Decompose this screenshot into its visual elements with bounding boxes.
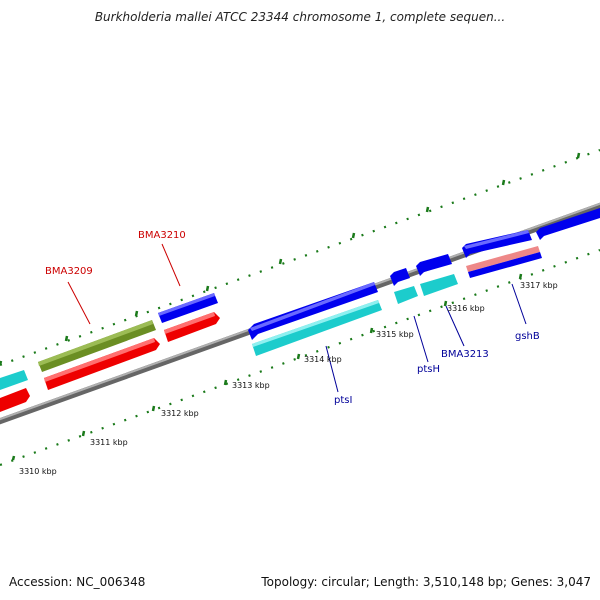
kbp-label: 3314 kbp (304, 355, 342, 364)
gene-label-ptsh[interactable]: ptsH (417, 364, 440, 375)
outer-major-ticks (0, 152, 581, 366)
ruler-labels: 3310 kbp 3311 kbp 3312 kbp 3313 kbp 3314… (19, 281, 558, 476)
gene-features (0, 208, 600, 412)
inner-major-ticks (11, 273, 523, 461)
gene-bma3213-upper[interactable] (416, 254, 452, 276)
gene-leader-lines (67, 243, 527, 393)
kbp-label: 3315 kbp (376, 330, 414, 339)
map-title: Burkholderia mallei ATCC 23344 chromosom… (94, 10, 506, 24)
topology-summary: Topology: circular; Length: 3,510,148 bp… (261, 575, 591, 589)
gene-gshb-upper[interactable] (462, 230, 532, 258)
gene-label-gshb[interactable]: gshB (515, 331, 540, 342)
kbp-label: 3311 kbp (90, 438, 128, 447)
kbp-label: 3313 kbp (232, 381, 270, 390)
kbp-label: 3316 kbp (447, 304, 485, 313)
gene-label-bma3210[interactable]: BMA3210 (138, 230, 186, 241)
gene-ptsi-upper[interactable] (248, 282, 378, 340)
gene-labels: BMA3209 BMA3210 ptsI ptsH BMA3213 gshB (45, 230, 540, 406)
kbp-label: 3312 kbp (161, 409, 199, 418)
kbp-label: 3317 kbp (520, 281, 558, 290)
gene-bma3210[interactable] (158, 293, 218, 323)
gene-label-bma3209[interactable]: BMA3209 (45, 266, 93, 277)
gene-right-upper[interactable] (536, 208, 600, 240)
gene-label-ptsi[interactable]: ptsI (334, 395, 352, 406)
accession-text: Accession: NC_006348 (9, 575, 146, 589)
gene-label-bma3213[interactable]: BMA3213 (441, 349, 489, 360)
gene-ptsh-upper[interactable] (390, 268, 410, 286)
kbp-label: 3310 kbp (19, 467, 57, 476)
inner-tick-track (0, 248, 600, 467)
